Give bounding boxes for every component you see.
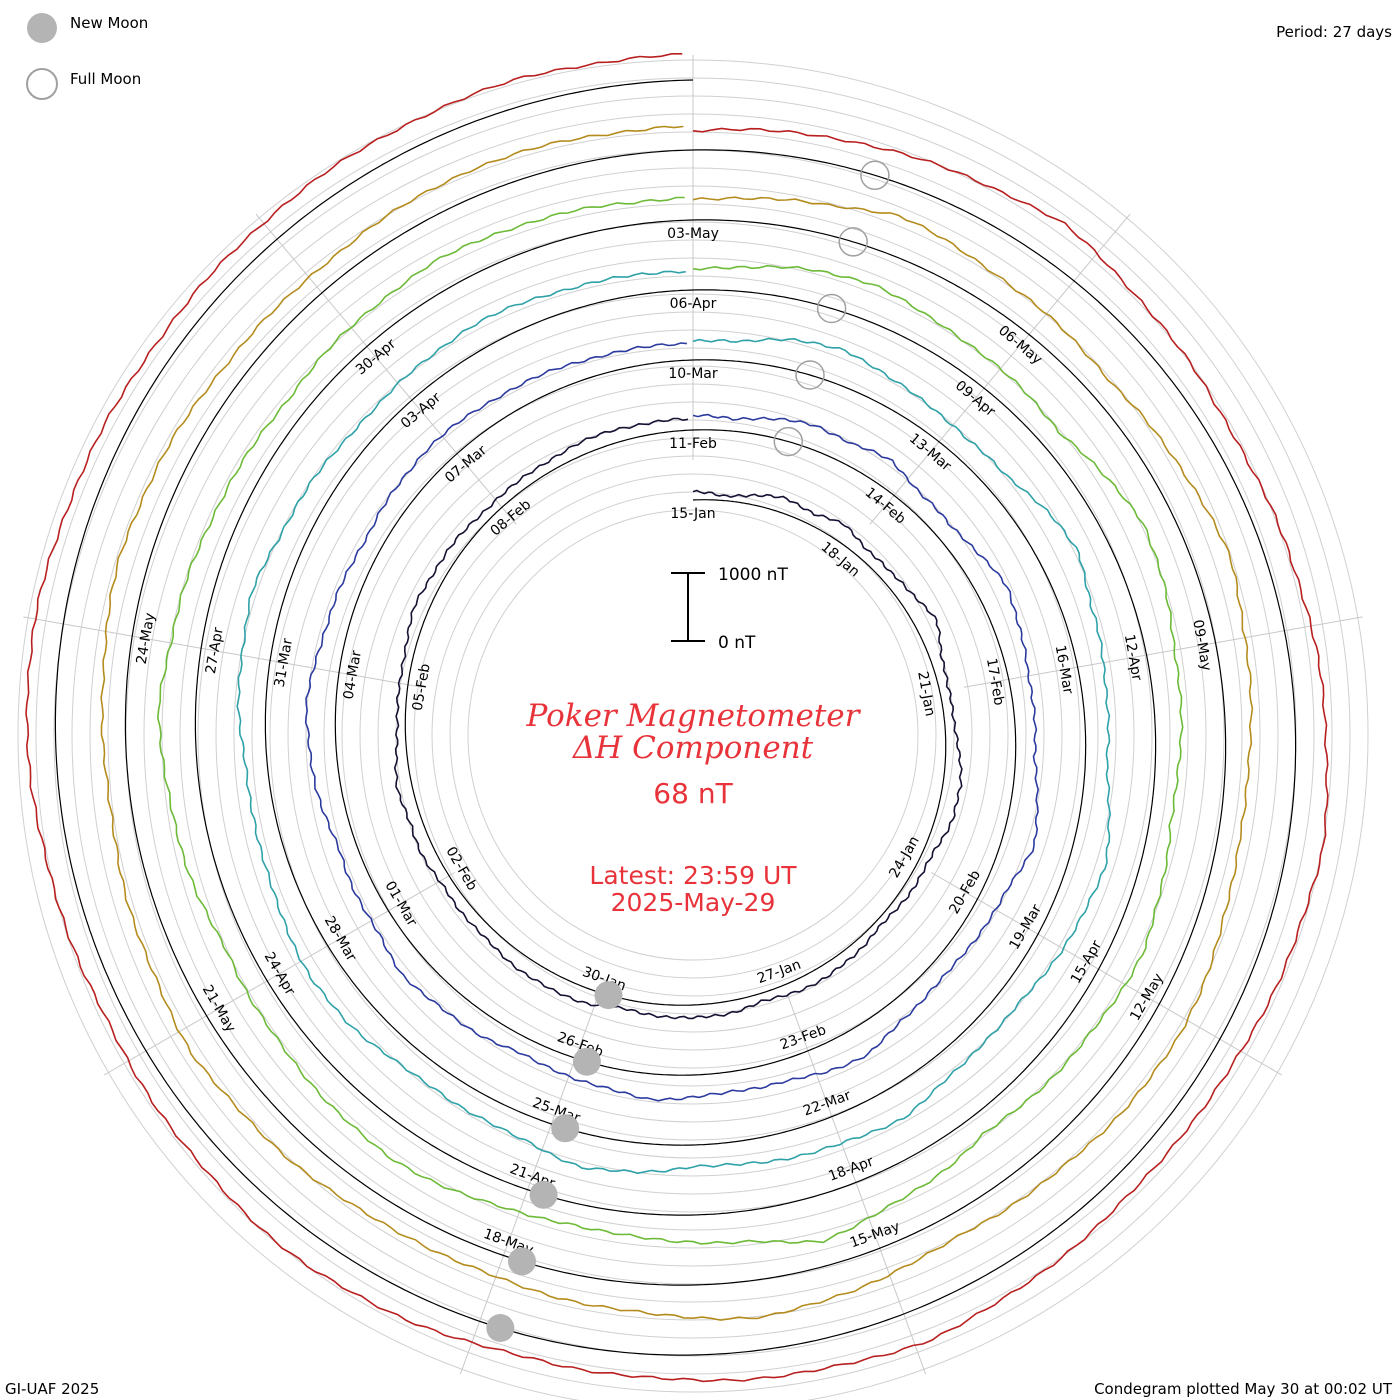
- date-label: 20-Feb: [946, 867, 984, 916]
- moon-markers: [486, 160, 890, 1342]
- spoke-line: [103, 872, 456, 1076]
- date-label: 14-Feb: [862, 485, 909, 528]
- date-label: 11-Feb: [669, 436, 717, 452]
- full-moon-marker: [795, 360, 825, 390]
- date-label: 03-May: [667, 226, 719, 242]
- latest-date: 2025-May-29: [611, 888, 776, 917]
- date-label: 18-Jan: [818, 539, 863, 580]
- baseline-spiral: [54, 79, 1297, 1356]
- date-label: 24-May: [134, 612, 159, 666]
- date-label: 24-Apr: [261, 950, 298, 999]
- footer-plotted: Condegram plotted May 30 at 00:02 UT: [1094, 1380, 1393, 1398]
- guide-ring: [431, 473, 955, 997]
- footer-credit: GI-UAF 2025: [5, 1380, 99, 1398]
- title-block: Poker Magnetometer ΔH Component 68 nT La…: [526, 698, 862, 917]
- date-label: 15-May: [848, 1219, 902, 1252]
- date-label: 21-Jan: [914, 670, 938, 717]
- period-label: Period: 27 days: [1276, 23, 1392, 41]
- spoke-line: [786, 993, 927, 1375]
- date-label: 06-Apr: [670, 296, 717, 312]
- date-label: 03-Apr: [398, 389, 444, 431]
- series-line: [304, 342, 1040, 1102]
- spoke-line: [930, 872, 1283, 1076]
- full-moon-marker: [860, 160, 890, 191]
- series-line: [25, 53, 1329, 1383]
- spoke-line: [23, 616, 423, 688]
- date-label: 07-Mar: [442, 442, 490, 486]
- new-moon-marker: [486, 1314, 515, 1342]
- date-label: 15-Apr: [1068, 938, 1105, 987]
- guide-ring: [467, 509, 919, 961]
- series-line: [100, 125, 1254, 1321]
- date-label: 09-Apr: [952, 378, 998, 420]
- series-layer: [25, 53, 1329, 1383]
- full-moon-marker: [773, 426, 804, 457]
- legend: New Moon Full Moon: [26, 13, 148, 100]
- date-label: 21-May: [199, 982, 239, 1035]
- full-moon-icon: [26, 68, 58, 100]
- date-label: 17-Feb: [983, 657, 1007, 707]
- spoke-line: [963, 616, 1363, 688]
- date-label: 27-Jan: [755, 957, 803, 988]
- new-moon-icon: [27, 13, 57, 43]
- new-moon-marker: [594, 981, 623, 1010]
- date-label: 10-Mar: [668, 366, 718, 382]
- scale-top-label: 1000 nT: [718, 565, 788, 585]
- date-label: 05-Feb: [410, 662, 434, 712]
- date-label: 13-Mar: [906, 431, 954, 475]
- new-moon-marker: [508, 1247, 536, 1276]
- full-moon-marker: [838, 227, 868, 257]
- date-label: 12-Apr: [1121, 633, 1145, 682]
- date-label: 15-Jan: [670, 506, 715, 522]
- scale-bar: 1000 nT 0 nT: [671, 565, 788, 653]
- scale-bottom-label: 0 nT: [718, 633, 756, 653]
- new-moon-marker: [551, 1114, 580, 1143]
- spoke-line: [255, 213, 517, 525]
- date-label: 18-Apr: [826, 1154, 876, 1185]
- series-line: [156, 196, 1184, 1245]
- date-label: 23-Feb: [778, 1022, 828, 1053]
- full-moon-label: Full Moon: [70, 70, 141, 88]
- date-label: 22-Mar: [801, 1087, 853, 1119]
- series-line: [236, 270, 1112, 1175]
- date-label: 31-Mar: [272, 637, 296, 689]
- chart-title: Poker Magnetometer: [526, 698, 862, 734]
- latest-time: Latest: 23:59 UT: [589, 861, 797, 890]
- date-label: 06-May: [995, 323, 1045, 369]
- date-label: 01-Mar: [381, 878, 420, 929]
- new-moon-label: New Moon: [70, 14, 148, 32]
- date-label: 30-Apr: [353, 336, 399, 378]
- date-label: 12-May: [1127, 971, 1167, 1024]
- chart-subtitle: ΔH Component: [572, 730, 814, 766]
- series-line: [393, 417, 963, 1020]
- date-label: 04-Mar: [341, 649, 365, 701]
- current-value: 68 nT: [653, 777, 733, 810]
- new-moon-marker: [572, 1047, 601, 1076]
- guide-ring: [449, 491, 937, 979]
- date-label: 09-May: [1189, 618, 1214, 672]
- date-label: 16-Mar: [1052, 644, 1076, 696]
- full-moon-marker: [816, 293, 847, 324]
- new-moon-marker: [529, 1180, 558, 1209]
